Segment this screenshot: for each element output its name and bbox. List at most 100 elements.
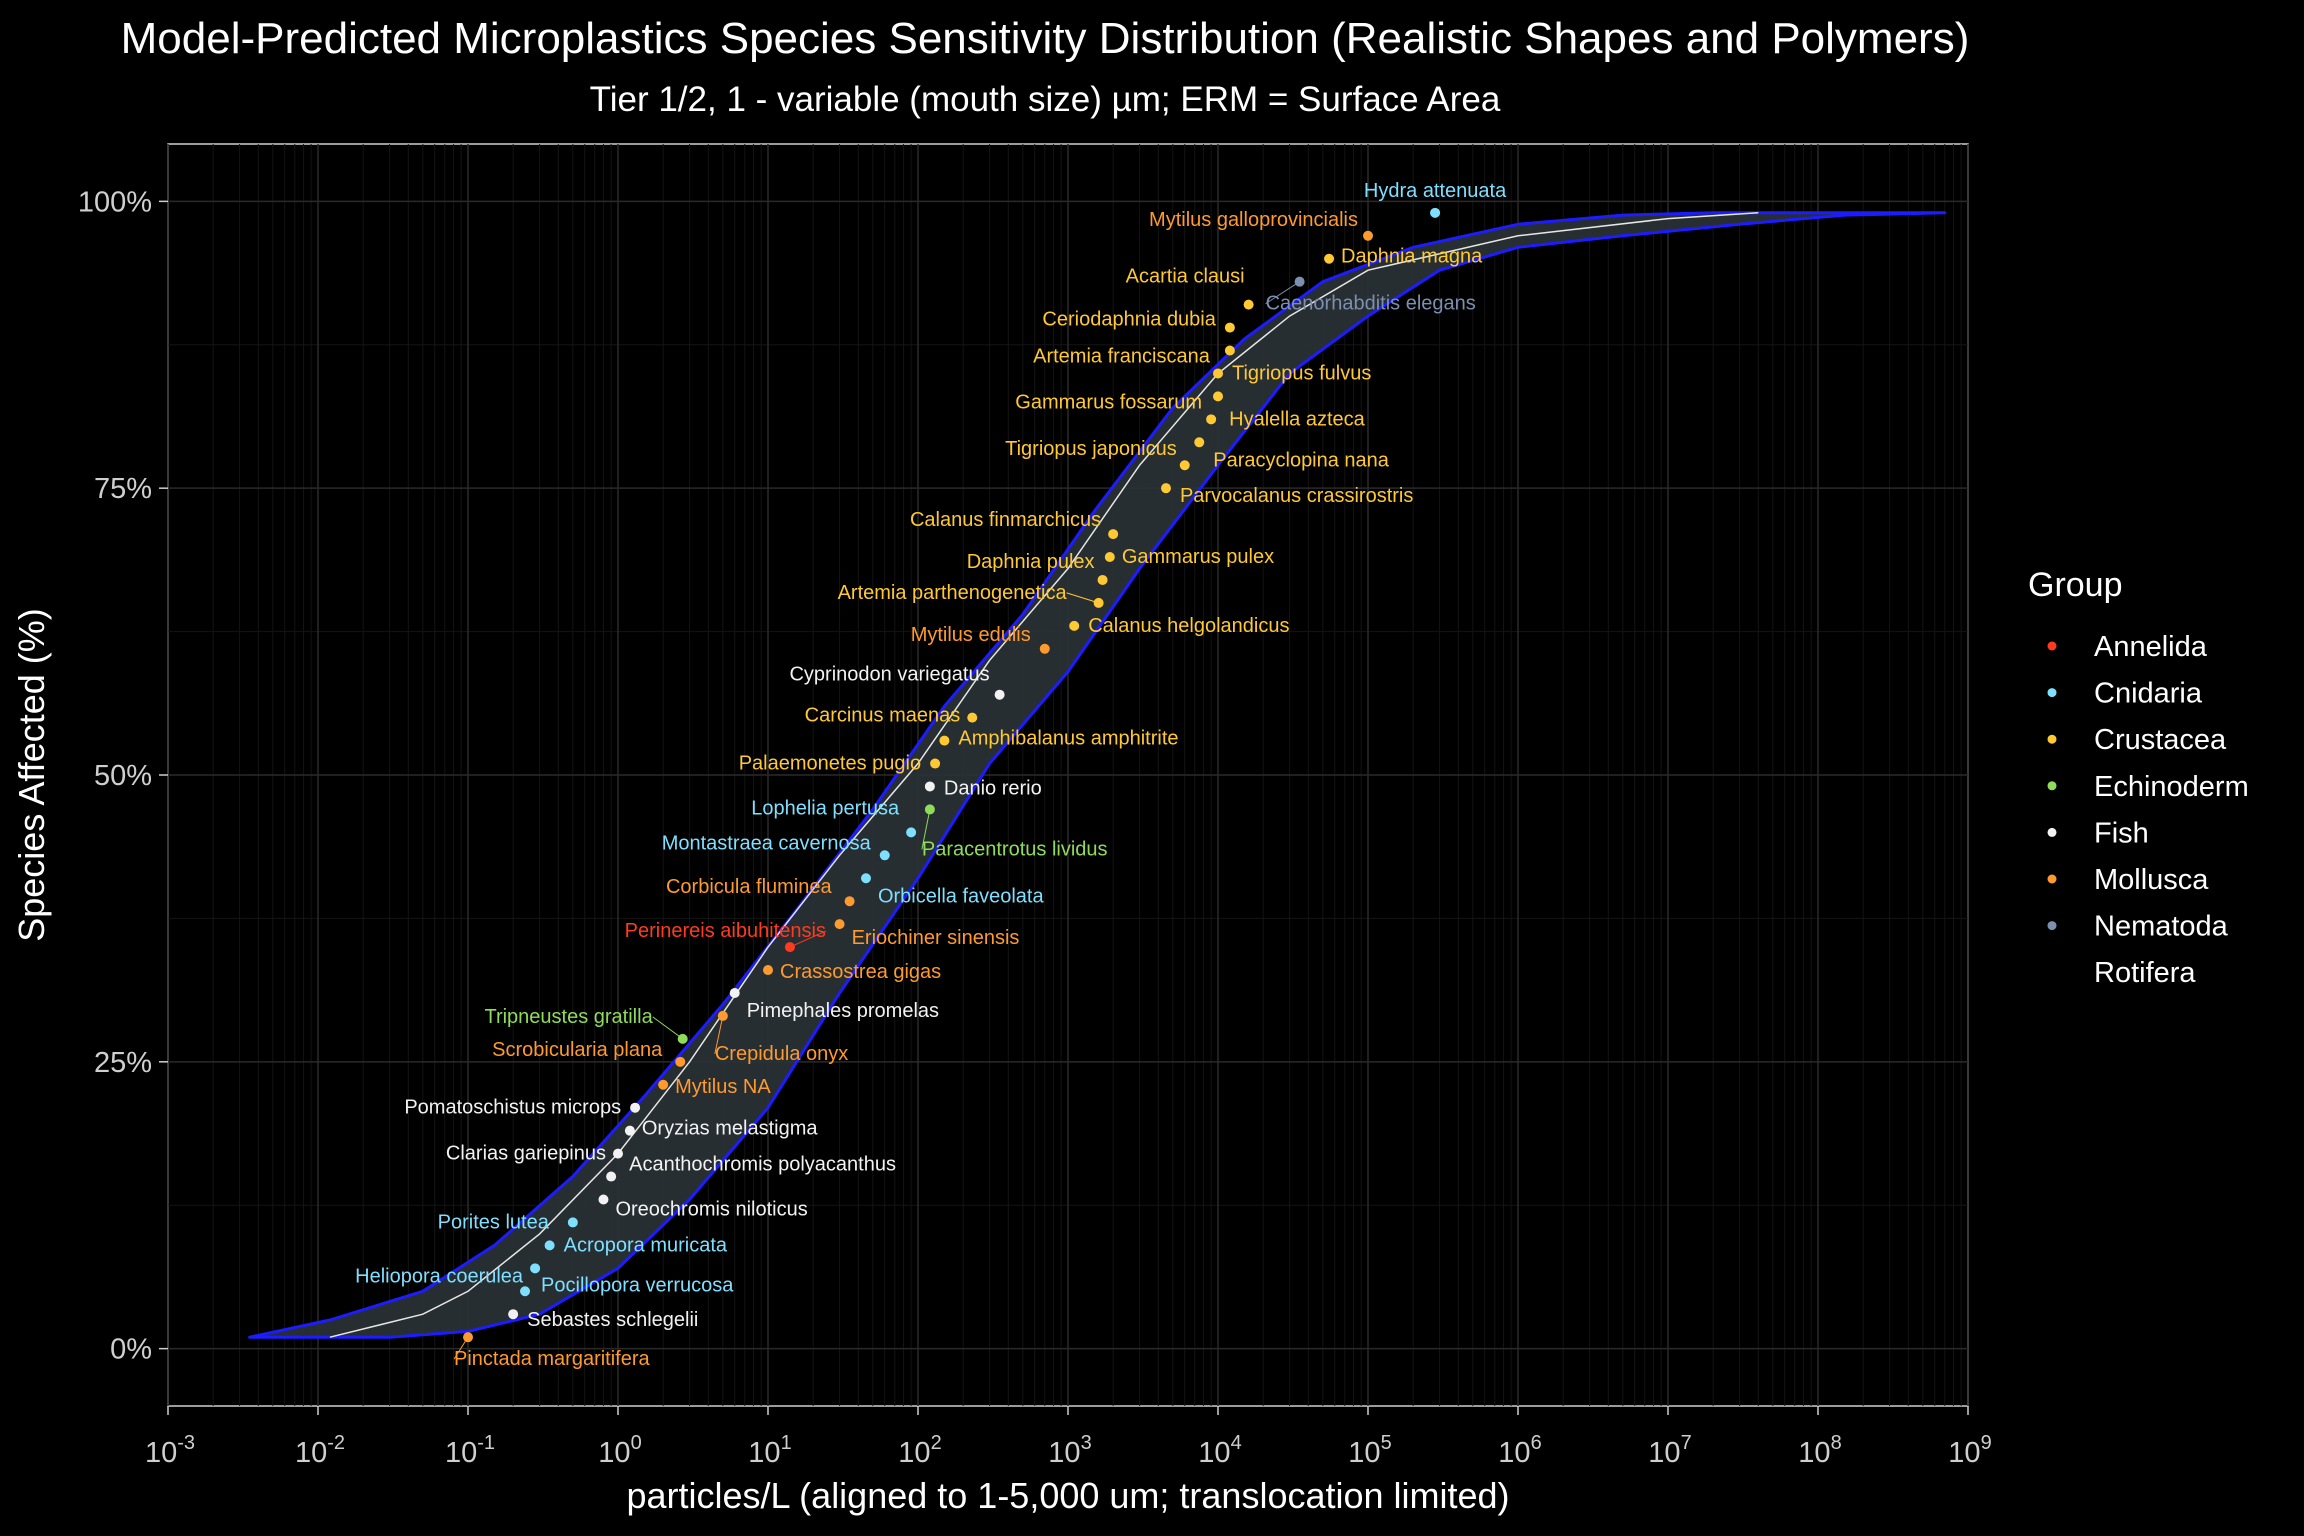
x-tick-label: 10-1 xyxy=(445,1432,495,1469)
data-point xyxy=(906,827,917,838)
point-label: Pimephales promelas xyxy=(747,1000,939,1022)
point-label: Mytilus galloprovincialis xyxy=(1149,209,1358,231)
data-point xyxy=(463,1332,473,1343)
x-tick-label: 10-3 xyxy=(145,1432,195,1469)
point-label: Palaemonetes pugio xyxy=(739,753,921,775)
data-point xyxy=(1430,207,1441,218)
data-point xyxy=(1206,414,1217,425)
legend-key xyxy=(2047,921,2057,931)
legend: Group Annelida Cnidaria Crustacea Echinoderm… xyxy=(2028,566,2249,989)
data-point xyxy=(544,1240,555,1251)
legend-key xyxy=(2047,967,2057,977)
point-label: Hydra attenuata xyxy=(1364,180,1507,202)
point-label: Paracyclopina nana xyxy=(1213,449,1390,471)
data-point xyxy=(1213,391,1223,402)
legend-title: Group xyxy=(2028,566,2123,604)
label-leader xyxy=(789,930,827,948)
data-point xyxy=(675,1056,686,1067)
point-label: Daphnia magna xyxy=(1341,246,1483,268)
data-point xyxy=(530,1263,541,1274)
label-leaders xyxy=(453,281,1300,1360)
y-axis-label: Species Affected (%) xyxy=(11,608,52,942)
legend-label: Mollusca xyxy=(2094,864,2209,896)
point-label: Scrobicularia plana xyxy=(492,1039,663,1061)
point-label: Daphnia pulex xyxy=(967,551,1095,573)
y-tick-label: 50% xyxy=(94,760,152,792)
point-label: Pinctada margaritifera xyxy=(454,1348,651,1370)
x-tick-label: 104 xyxy=(1198,1432,1241,1469)
y-tick-label: 75% xyxy=(94,473,152,505)
legend-key xyxy=(2047,874,2057,884)
label-leader xyxy=(1066,592,1099,604)
legend-key xyxy=(2047,688,2057,698)
legend-label: Echinoderm xyxy=(2094,771,2249,803)
point-label: Tigriopus fulvus xyxy=(1232,362,1371,384)
legend-key xyxy=(2047,641,2057,651)
x-tick-label: 108 xyxy=(1798,1432,1841,1469)
x-tick-label: 102 xyxy=(898,1432,941,1469)
data-point xyxy=(924,781,935,792)
point-label: Cyprinodon variegatus xyxy=(789,664,989,686)
point-label: Artemia parthenogenetica xyxy=(838,582,1068,604)
point-label: Acartia clausi xyxy=(1126,266,1245,288)
x-tick-label: 109 xyxy=(1948,1432,1991,1469)
data-point xyxy=(1104,552,1115,563)
point-label: Carcinus maenas xyxy=(805,705,961,727)
data-point xyxy=(729,987,740,998)
point-label: Tigriopus japonicus xyxy=(1005,438,1177,460)
data-point xyxy=(1179,460,1190,471)
data-point xyxy=(939,735,950,746)
data-point xyxy=(1224,345,1235,356)
fitted-curve-line xyxy=(329,212,1759,1338)
data-point xyxy=(967,712,978,723)
data-point xyxy=(677,1033,688,1044)
point-label: Ceriodaphnia dubia xyxy=(1042,309,1216,331)
point-label: Perinereis aibuhitensis xyxy=(625,920,826,942)
point-label: Oreochromis niloticus xyxy=(615,1198,807,1220)
data-point xyxy=(630,1102,641,1113)
point-label: Corbicula fluminea xyxy=(666,876,833,898)
data-point xyxy=(860,873,871,884)
point-label: Oryzias melastigma xyxy=(642,1118,818,1140)
point-label: Orbicella faveolata xyxy=(878,885,1045,907)
x-tick-label: 100 xyxy=(598,1432,641,1469)
y-tick-label: 0% xyxy=(110,1334,152,1366)
data-point xyxy=(1224,322,1235,333)
data-point xyxy=(844,896,855,907)
x-tick-label: 107 xyxy=(1648,1432,1691,1469)
label-leader xyxy=(652,1016,684,1040)
data-point xyxy=(930,758,941,769)
grid xyxy=(167,144,1969,1406)
data-point xyxy=(1324,253,1335,264)
point-label: Crepidula onyx xyxy=(715,1043,848,1065)
label-leader xyxy=(714,1015,724,1055)
x-tick-label: 105 xyxy=(1348,1432,1391,1469)
data-point xyxy=(1243,299,1254,310)
legend-key xyxy=(2047,781,2057,791)
point-label: Porites lutea xyxy=(438,1211,550,1233)
point-label: Gammarus fossarum xyxy=(1015,391,1202,413)
fitted-curve xyxy=(329,212,1759,1338)
x-axis-label: particles/L (aligned to 1-5,000 um; tran… xyxy=(626,1475,1509,1516)
data-point xyxy=(613,1148,623,1159)
data-point xyxy=(1294,276,1305,287)
data-point xyxy=(1363,230,1373,241)
x-tick-label: 10-2 xyxy=(295,1432,345,1469)
data-point xyxy=(1069,620,1080,631)
chart-title: Model-Predicted Microplastics Species Se… xyxy=(120,14,1970,63)
data-point xyxy=(763,965,773,976)
point-label: Paracentrotus lividus xyxy=(922,838,1108,860)
legend-key xyxy=(2047,827,2057,837)
point-label: Lophelia pertusa xyxy=(751,797,900,819)
point-label: Pomatoschistus microps xyxy=(404,1097,621,1119)
legend-label: Cnidaria xyxy=(2094,678,2203,710)
data-point xyxy=(1097,574,1108,585)
point-label: Montastraea cavernosa xyxy=(662,832,872,854)
point-label: Hyalella azteca xyxy=(1229,408,1366,430)
y-tick-label: 100% xyxy=(78,186,152,218)
point-label: Gammarus pulex xyxy=(1122,546,1274,568)
point-label: Caenorhabditis elegans xyxy=(1266,293,1476,315)
label-leader xyxy=(1265,281,1300,305)
data-point xyxy=(994,689,1005,700)
